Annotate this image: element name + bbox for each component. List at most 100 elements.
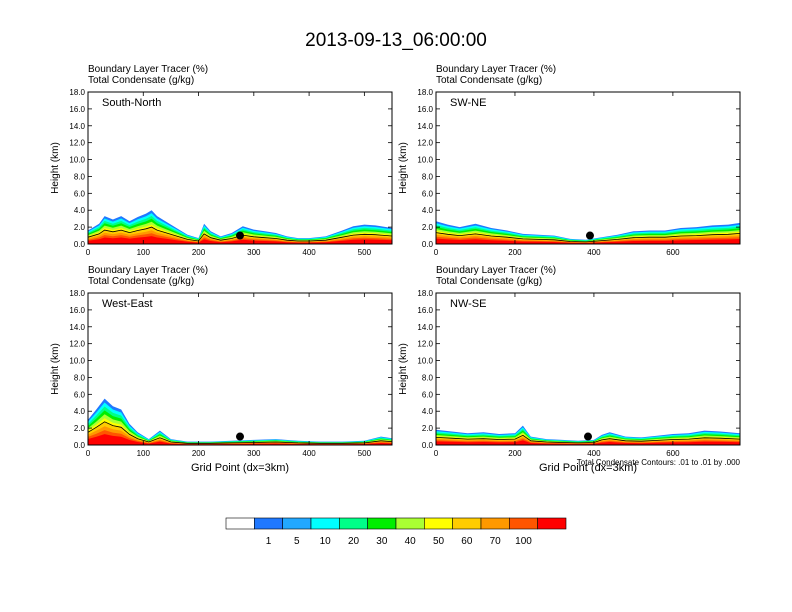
y-tick-label: 8.0 <box>74 373 86 382</box>
y-tick-label: 6.0 <box>74 189 86 198</box>
figure-title: 2013-09-13_06:00:00 <box>305 30 487 51</box>
y-tick-label: 2.0 <box>422 223 434 232</box>
y-tick-label: 6.0 <box>422 189 434 198</box>
x-tick-label: 400 <box>587 449 601 458</box>
y-tick-label: 12.0 <box>69 139 85 148</box>
x-tick-label: 300 <box>247 449 261 458</box>
colorbar-label: 50 <box>433 536 445 547</box>
panel-label-west-east: West-East <box>102 298 153 310</box>
colorbar-label: 70 <box>490 536 502 547</box>
station-marker <box>236 231 244 240</box>
y-axis-label: Height (km) <box>50 343 61 395</box>
x-tick-label: 0 <box>86 449 91 458</box>
x-axis-label: Grid Point (dx=3km) <box>539 462 637 474</box>
condensate-contour <box>88 226 392 242</box>
y-tick-label: 0.0 <box>422 240 434 249</box>
x-tick-label: 500 <box>358 248 372 257</box>
panel-label-sw-ne: SW-NE <box>450 97 486 109</box>
y-tick-label: 14.0 <box>69 122 85 131</box>
y-tick-label: 2.0 <box>422 424 434 433</box>
y-tick-label: 18.0 <box>69 289 85 298</box>
y-tick-label: 0.0 <box>74 441 86 450</box>
colorbar-label: 40 <box>405 536 417 547</box>
colorbar-swatch-9 <box>452 517 482 530</box>
plot-frame-nw-se <box>435 292 741 446</box>
y-tick-label: 4.0 <box>422 206 434 215</box>
tracer-band-10 <box>88 236 392 244</box>
y-tick-label: 16.0 <box>417 306 433 315</box>
panel-west-east: West-East 0.0 2.0 4.0 6.0 8.0 10.0 12.0 14.0 16.0… <box>50 289 393 474</box>
y-tick-label: 10.0 <box>417 357 433 366</box>
x-tick-label: 600 <box>666 248 680 257</box>
colorbar-swatch-8 <box>424 517 453 530</box>
contour-note: Total Condensate Contours: .01 to .01 by… <box>577 458 741 467</box>
header-line-2-south-north: Total Condensate (g/kg) <box>88 75 195 86</box>
y-tick-label: 16.0 <box>417 105 433 114</box>
colorbar-swatch-1 <box>225 517 255 530</box>
y-tick-label: 6.0 <box>422 390 434 399</box>
x-tick-label: 200 <box>192 248 206 257</box>
colorbar-label: 5 <box>294 536 300 547</box>
y-tick-label: 6.0 <box>74 390 86 399</box>
panel-nw-se: NW-SE 0.0 2.0 4.0 6.0 8.0 10.0 12.0 14.0 16.0 18.0… <box>398 289 741 474</box>
x-tick-label: 0 <box>434 248 439 257</box>
y-tick-label: 0.0 <box>74 240 86 249</box>
colorbar-swatch-6 <box>367 517 397 530</box>
x-tick-label: 200 <box>508 449 522 458</box>
station-marker <box>236 432 244 441</box>
colorbar-label: 60 <box>461 536 473 547</box>
y-tick-label: 14.0 <box>417 323 433 332</box>
colorbar: 1 5 10 20 30 40 50 60 70 100 <box>225 517 567 547</box>
y-tick-label: 18.0 <box>417 88 433 97</box>
y-tick-label: 16.0 <box>69 105 85 114</box>
header-line-2-west-east: Total Condensate (g/kg) <box>88 276 195 287</box>
colorbar-swatch-4 <box>310 517 340 530</box>
y-tick-label: 4.0 <box>74 206 86 215</box>
tracer-field-south-north <box>88 210 392 244</box>
colorbar-swatch-10 <box>480 517 510 530</box>
tracer-band-10 <box>436 238 740 244</box>
y-tick-label: 2.0 <box>74 223 86 232</box>
x-tick-label: 300 <box>247 248 261 257</box>
y-tick-label: 12.0 <box>69 340 85 349</box>
header-line-2-nw-se: Total Condensate (g/kg) <box>436 276 543 287</box>
colorbar-swatch-5 <box>339 517 368 530</box>
y-tick-label: 14.0 <box>69 323 85 332</box>
y-tick-label: 14.0 <box>417 122 433 131</box>
station-marker <box>584 432 592 441</box>
x-axis-label: Grid Point (dx=3km) <box>191 462 289 474</box>
panel-south-north: South-North 0.0 2.0 4.0 6.0 8.0 10.0 12.0 14.0 16… <box>50 88 393 257</box>
plot-frame-west-east <box>87 292 393 446</box>
y-tick-label: 10.0 <box>69 357 85 366</box>
x-tick-label: 0 <box>434 449 439 458</box>
x-tick-label: 200 <box>508 248 522 257</box>
panel-label-south-north: South-North <box>102 97 161 109</box>
header-line-1-south-north: Boundary Layer Tracer (%) <box>88 64 209 75</box>
x-tick-label: 100 <box>137 449 151 458</box>
x-tick-label: 500 <box>358 449 372 458</box>
plot-frame-sw-ne <box>435 91 741 245</box>
x-tick-label: 0 <box>86 248 91 257</box>
colorbar-swatch-12 <box>537 517 567 530</box>
y-tick-label: 0.0 <box>422 441 434 450</box>
x-tick-label: 200 <box>192 449 206 458</box>
y-tick-label: 8.0 <box>74 172 86 181</box>
y-tick-label: 10.0 <box>417 156 433 165</box>
colorbar-swatch-11 <box>509 517 538 530</box>
x-tick-label: 400 <box>587 248 601 257</box>
y-tick-label: 10.0 <box>69 156 85 165</box>
panel-sw-ne: SW-NE 0.0 2.0 4.0 6.0 8.0 10.0 12.0 14.0 16.0 18.0… <box>398 88 741 257</box>
plot-frame-south-north <box>87 91 393 245</box>
y-tick-label: 4.0 <box>74 407 86 416</box>
y-axis-label: Height (km) <box>50 142 61 194</box>
colorbar-label: 20 <box>348 536 360 547</box>
header-line-1-nw-se: Boundary Layer Tracer (%) <box>436 265 557 276</box>
condensate-contour <box>436 434 740 444</box>
colorbar-label: 100 <box>515 536 532 547</box>
colorbar-swatch-2 <box>254 517 283 530</box>
header-line-1-west-east: Boundary Layer Tracer (%) <box>88 265 209 276</box>
colorbar-label: 1 <box>266 536 272 547</box>
y-axis-label: Height (km) <box>398 343 409 395</box>
y-tick-label: 4.0 <box>422 407 434 416</box>
y-tick-label: 12.0 <box>417 340 433 349</box>
